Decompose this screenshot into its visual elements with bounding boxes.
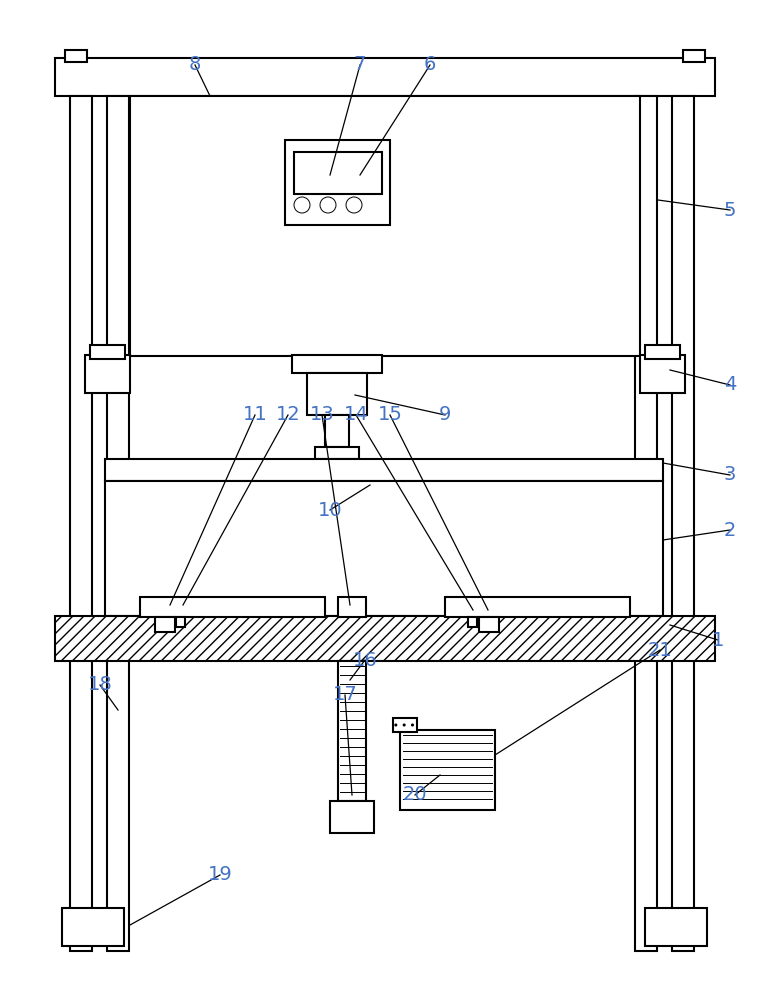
Bar bbox=[479, 617, 499, 632]
Text: 4: 4 bbox=[724, 375, 736, 394]
Bar bbox=[645, 345, 680, 359]
Bar bbox=[640, 355, 685, 393]
Text: 17: 17 bbox=[332, 686, 358, 704]
Bar bbox=[294, 152, 382, 194]
Bar bbox=[683, 50, 705, 62]
Bar bbox=[645, 908, 707, 946]
Bar bbox=[105, 459, 663, 481]
Text: 19: 19 bbox=[207, 865, 232, 884]
Text: 18: 18 bbox=[88, 676, 113, 694]
Bar bbox=[105, 481, 663, 616]
Bar bbox=[338, 597, 366, 617]
Text: 2: 2 bbox=[724, 520, 736, 540]
Text: 5: 5 bbox=[724, 200, 736, 220]
Bar bbox=[130, 96, 640, 356]
Text: 8: 8 bbox=[189, 55, 201, 75]
Circle shape bbox=[294, 197, 310, 213]
Bar bbox=[65, 50, 87, 62]
Text: 9: 9 bbox=[439, 406, 451, 424]
Bar bbox=[292, 355, 382, 373]
Text: 10: 10 bbox=[318, 500, 342, 520]
Bar bbox=[176, 617, 185, 627]
Bar bbox=[155, 617, 175, 632]
Text: 3: 3 bbox=[724, 466, 736, 485]
Bar bbox=[107, 96, 129, 951]
Bar bbox=[635, 96, 657, 951]
Bar bbox=[445, 597, 630, 617]
Text: 15: 15 bbox=[378, 406, 402, 424]
Bar bbox=[55, 616, 715, 661]
Text: 1: 1 bbox=[712, 631, 724, 650]
Bar bbox=[285, 140, 390, 225]
Bar bbox=[468, 617, 477, 627]
Text: 16: 16 bbox=[352, 650, 377, 670]
Bar bbox=[325, 415, 349, 447]
Bar bbox=[672, 96, 694, 951]
Text: 21: 21 bbox=[648, 641, 672, 660]
Bar bbox=[400, 730, 495, 810]
Circle shape bbox=[320, 197, 336, 213]
Text: 12: 12 bbox=[275, 406, 301, 424]
Bar bbox=[338, 661, 366, 801]
Bar bbox=[315, 447, 359, 459]
Text: 13: 13 bbox=[310, 406, 335, 424]
Bar bbox=[90, 345, 125, 359]
Text: 7: 7 bbox=[354, 55, 366, 75]
Bar bbox=[55, 58, 715, 96]
Text: 6: 6 bbox=[424, 55, 436, 75]
Text: 14: 14 bbox=[344, 406, 369, 424]
Text: 11: 11 bbox=[243, 406, 268, 424]
Text: 20: 20 bbox=[402, 786, 427, 804]
Bar bbox=[85, 355, 130, 393]
Circle shape bbox=[346, 197, 362, 213]
Bar bbox=[330, 801, 374, 833]
Bar bbox=[70, 96, 92, 951]
Bar bbox=[140, 597, 325, 617]
Bar bbox=[393, 718, 417, 732]
Bar bbox=[307, 373, 367, 415]
Bar bbox=[62, 908, 124, 946]
